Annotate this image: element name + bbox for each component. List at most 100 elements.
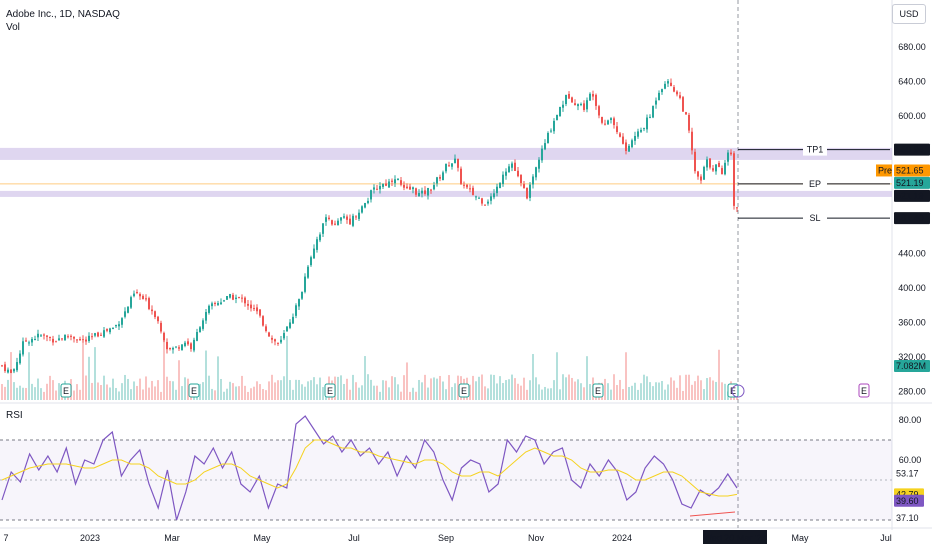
candle-body (463, 184, 465, 186)
earnings-marker[interactable] (458, 383, 470, 398)
zone-band-2 (0, 190, 892, 197)
time-tick-label: May (253, 533, 271, 543)
price-tick-label: 360.00 (898, 318, 926, 328)
volume-bar (250, 388, 252, 400)
candle-body (700, 176, 702, 181)
volume-bar (604, 378, 606, 400)
candle-body (466, 184, 468, 188)
candle-body (376, 188, 378, 190)
candle-body (598, 106, 600, 116)
volume-bar (280, 380, 282, 400)
candle-body (298, 299, 300, 307)
volume-bar (223, 391, 225, 400)
volume-bar (31, 383, 33, 400)
tag-ep: 521.19 (896, 191, 924, 201)
dividend-marker-circle (731, 384, 745, 398)
earnings-marker-label: E (63, 386, 69, 396)
volume-bar (358, 387, 360, 400)
candle-body (454, 158, 456, 164)
volume-bar (487, 388, 489, 400)
earnings-marker[interactable] (60, 383, 72, 398)
candle-body (736, 207, 738, 209)
volume-bar (349, 389, 351, 400)
volume-bar (664, 389, 666, 400)
volume-bar (73, 390, 75, 400)
earnings-marker[interactable] (188, 383, 200, 398)
candle-body (370, 190, 372, 200)
candle-body (616, 126, 618, 133)
candle-body (169, 347, 171, 350)
time-tick-label: Jul (348, 533, 360, 543)
volume-bar (421, 382, 423, 400)
candle-body (595, 94, 597, 106)
volume-bar (238, 386, 240, 400)
candle-body (562, 104, 564, 108)
candle-body (637, 131, 639, 137)
currency-button[interactable]: USD (892, 4, 926, 24)
volume-bar (97, 382, 99, 400)
candle-body (235, 297, 237, 299)
volume-bar (445, 389, 447, 400)
candle-body (79, 339, 81, 341)
candle-body (430, 189, 432, 191)
candle-body (31, 338, 33, 343)
candle-body (577, 104, 579, 107)
volume-bar (172, 381, 174, 400)
candle-body (115, 325, 117, 327)
volume-bar (274, 382, 276, 400)
volume-bar (547, 388, 549, 400)
volume-bar (139, 378, 141, 400)
candle-body (613, 118, 615, 126)
volume-bar (688, 374, 690, 400)
candle-body (259, 309, 261, 316)
candle-body (634, 136, 636, 141)
volume-bar (262, 389, 264, 400)
earnings-marker[interactable] (324, 383, 336, 398)
volume-bar (475, 381, 477, 400)
volume-bar (259, 384, 261, 400)
time-tick-label: Mar (164, 533, 180, 543)
volume-bar (43, 391, 45, 400)
candle-body (136, 292, 138, 294)
candle-body (34, 338, 36, 340)
volume-bar (643, 374, 645, 400)
volume-bar (385, 380, 387, 400)
volume-bar (478, 376, 480, 400)
candle-body (43, 334, 45, 336)
volume-bar (346, 378, 348, 400)
earnings-marker[interactable] (858, 383, 870, 398)
earnings-marker[interactable] (727, 383, 739, 398)
volume-bar (112, 378, 114, 400)
level-label-bg (803, 177, 827, 190)
volume-bar (670, 377, 672, 400)
candle-body (211, 303, 213, 307)
candle-body (127, 306, 129, 313)
candle-body (49, 336, 51, 338)
volume-bar (10, 352, 12, 400)
volume-bar (544, 386, 546, 400)
earnings-marker[interactable] (592, 383, 604, 398)
volume-bar (571, 377, 573, 400)
volume-bar (424, 374, 426, 400)
tag-ep-bg (894, 189, 930, 202)
candle-body (166, 341, 168, 350)
volume-bar (712, 380, 714, 400)
candle-body (112, 327, 114, 329)
volume-bar (301, 384, 303, 400)
volume-bar (388, 387, 390, 400)
candle-body (313, 248, 315, 259)
candle-body (568, 93, 570, 99)
volume-bar (175, 389, 177, 400)
candle-body (382, 183, 384, 187)
volume-bar (211, 388, 213, 400)
volume-bar (268, 381, 270, 400)
candle-body (601, 116, 603, 123)
volume-bar (40, 388, 42, 400)
candle-body (280, 339, 282, 343)
candle-body (676, 91, 678, 95)
candle-body (649, 116, 651, 118)
volume-bar (565, 377, 567, 400)
candle-body (70, 335, 72, 337)
volume-bar (373, 385, 375, 400)
